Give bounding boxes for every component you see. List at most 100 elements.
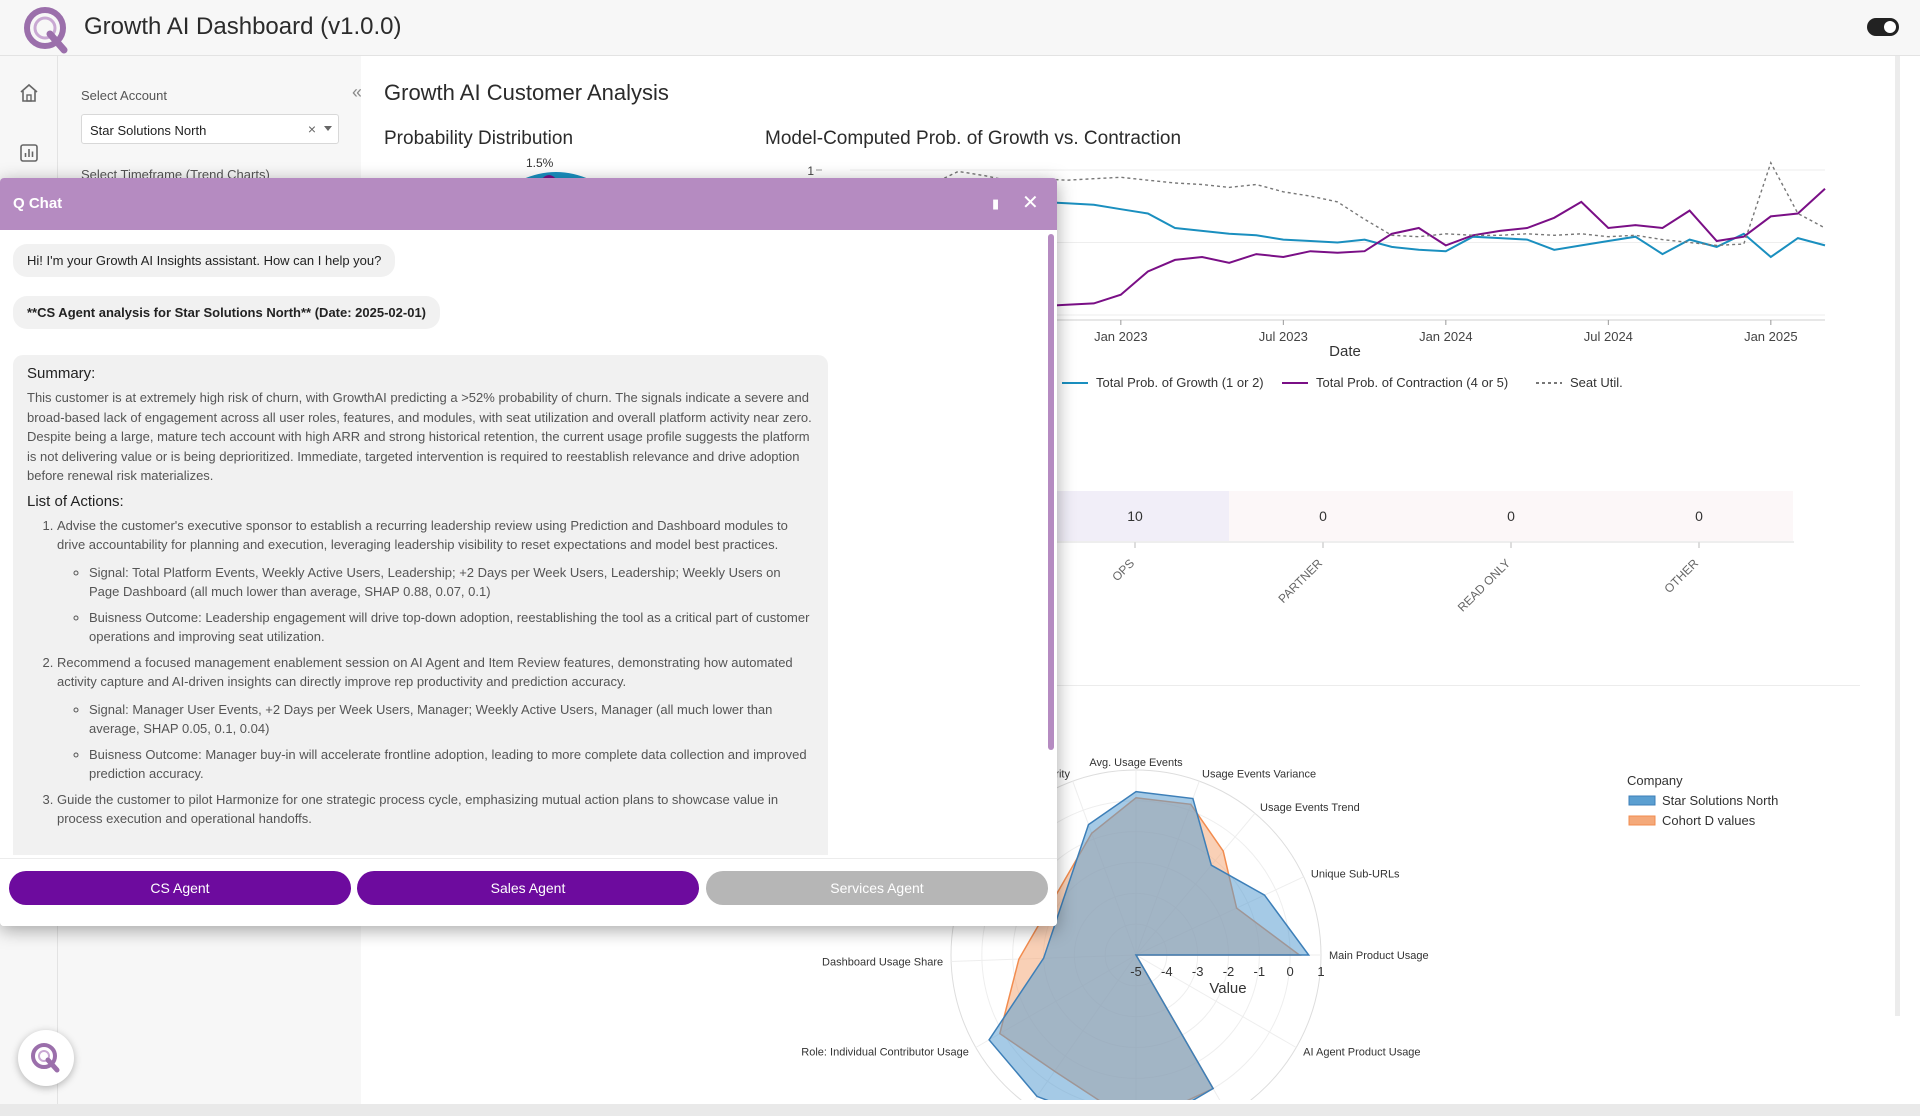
assistant-analysis-message: Summary: This customer is at extremely h… [13,355,828,855]
trend-x-tick-label: Jul 2023 [1259,329,1308,344]
role-category-label: OPS [1109,556,1137,584]
role-count-value: 10 [1127,508,1143,524]
q-chat-icon [31,1043,60,1073]
role-category-label: OTHER [1662,556,1702,596]
pie-slice-label: 1.5% [526,156,554,170]
role-count-cell [1417,491,1605,541]
radar-tick-label: -1 [1254,964,1266,979]
action-details: Signal: Manager User Events, +2 Days per… [89,700,814,784]
action-outcome: Buisness Outcome: Manager buy-in will ac… [89,745,814,784]
services-agent-button[interactable]: Services Agent [706,871,1048,905]
user-request-message: **CS Agent analysis for Star Solutions N… [13,296,441,329]
role-count-cell [1605,491,1793,541]
radar-spoke [1135,954,1297,1048]
trend-x-axis-label: Date [1329,343,1361,360]
app-header: Growth AI Dashboard (v1.0.0) [0,0,1920,56]
trend-series-line [849,161,1826,247]
chat-header: Q Chat ▮ ✕ [0,178,1057,230]
action-text: Advise the customer's executive sponsor … [57,517,788,553]
chat-messages: Hi! I'm your Growth AI Insights assistan… [0,230,1046,858]
action-item: Guide the customer to pilot Harmonize fo… [57,790,814,829]
q-logo-icon [24,7,68,54]
trend-y-ticks: 1 [807,164,822,178]
account-label: Select Account [81,88,167,103]
app-title: Growth AI Dashboard (v1.0.0) [84,13,402,40]
radar-axis-label: AI Agent Product Usage [1303,1047,1420,1059]
trend-chart-title: Model-Computed Prob. of Growth vs. Contr… [765,128,1182,149]
trend-legend-label: Total Prob. of Contraction (4 or 5) [1316,375,1508,390]
account-select-value: Star Solutions North [90,123,207,138]
action-item: Advise the customer's executive sponsor … [57,516,814,647]
radar-axis-label: Usage Events Trend [1260,802,1360,814]
radar-legend-title: Company [1627,773,1683,788]
radar-legend-label: Star Solutions North [1662,793,1778,808]
radar-legend-label: Cohort D values [1662,813,1756,828]
trend-x-tick-label: Jan 2025 [1744,329,1798,344]
radar-axis-label: Main Product Usage [1329,950,1429,962]
radar-chart: Avg. Usage Events Usage Events Variance Us… [801,757,1778,1100]
cs-agent-button[interactable]: CS Agent [9,871,351,905]
radar-tick-label: -4 [1161,964,1173,979]
actions-list: Advise the customer's executive sponsor … [57,516,814,829]
trend-x-tick-label: Jan 2023 [1094,329,1148,344]
summary-heading: Summary: [27,365,96,382]
chat-scrollbar[interactable] [1048,234,1054,750]
radar-tick-label: -3 [1192,964,1204,979]
account-select[interactable]: Star Solutions North × [81,114,339,144]
chat-footer: CS Agent Sales Agent Services Agent [0,858,1057,926]
radar-tick-label: -5 [1130,964,1142,979]
theme-toggle[interactable] [1867,18,1899,36]
role-category-label: PARTNER [1275,556,1325,606]
actions-heading: List of Actions: [27,492,124,510]
prob-dist-title: Probability Distribution [384,128,574,149]
role-count-value: 0 [1319,508,1327,524]
section-divider [1040,685,1860,686]
radar-axis-label: Avg. Usage Events [1089,757,1183,769]
action-outcome: Buisness Outcome: Leadership engagement … [89,608,814,647]
action-details: Signal: Total Platform Events, Weekly Ac… [89,563,814,647]
radar-radial-ticks: -5 -4 -3 -2 -1 0 1 [1130,964,1324,979]
report-icon[interactable] [18,142,40,164]
role-count-cell [1229,491,1417,541]
radar-tick-label: 1 [1317,964,1324,979]
chevron-down-icon[interactable] [324,126,332,131]
radar-axis-label: Role: Individual Contributor Usage [801,1047,969,1059]
role-count-value: 0 [1507,508,1515,524]
trend-legend-label: Seat Util. [1570,375,1623,390]
radar-tick-label: 0 [1287,964,1294,979]
collapse-sidebar-icon[interactable]: « [352,82,363,102]
trend-legend-label: Total Prob. of Growth (1 or 2) [1096,375,1264,390]
radar-value-label: Value [1209,980,1246,997]
trend-y-tick-label: 1 [807,164,814,178]
sales-agent-button[interactable]: Sales Agent [357,871,699,905]
action-item: Recommend a focused management enablemen… [57,653,814,784]
radar-axis-label: Unique Sub-URLs [1311,868,1400,880]
q-chat-window: Q Chat ▮ ✕ Hi! I'm your Growth AI Insigh… [0,178,1057,926]
action-signal: Signal: Manager User Events, +2 Days per… [89,700,814,739]
action-signal: Signal: Total Platform Events, Weekly Ac… [89,563,814,602]
radar-legend: Company Star Solutions North Cohort D valu… [1627,773,1778,828]
radar-axis-label: Usage Events Variance [1202,769,1316,781]
radar-axis-labels: Avg. Usage Events Usage Events Variance Us… [801,757,1429,1059]
radar-series [988,790,1311,1100]
bottom-scrollbar[interactable] [0,1104,1920,1116]
pin-icon[interactable]: ▮ [992,196,1000,211]
trend-legend: Total Prob. of Growth (1 or 2) Total Prob… [1062,375,1623,390]
role-count-value: 0 [1695,508,1703,524]
close-icon[interactable]: ✕ [1022,192,1039,214]
trend-x-tick-label: Jan 2024 [1419,329,1473,344]
page-title: Growth AI Customer Analysis [384,80,669,105]
toggle-knob [1884,21,1896,33]
role-count-table: 10 OPS 0 PARTNER 0 READ ONLY 0 OTHER [1056,491,1794,615]
clear-icon[interactable]: × [307,121,316,137]
radar-series-area [988,790,1311,1100]
chat-title: Q Chat [13,195,63,212]
role-count-cell [1056,491,1229,541]
q-chat-launcher-button[interactable] [18,1030,74,1086]
page-scrollbar[interactable] [1895,56,1900,1016]
radar-tick-label: -2 [1223,964,1235,979]
home-icon[interactable] [18,82,40,104]
trend-x-tick-label: Jul 2024 [1584,329,1633,344]
summary-text: This customer is at extremely high risk … [27,390,812,483]
